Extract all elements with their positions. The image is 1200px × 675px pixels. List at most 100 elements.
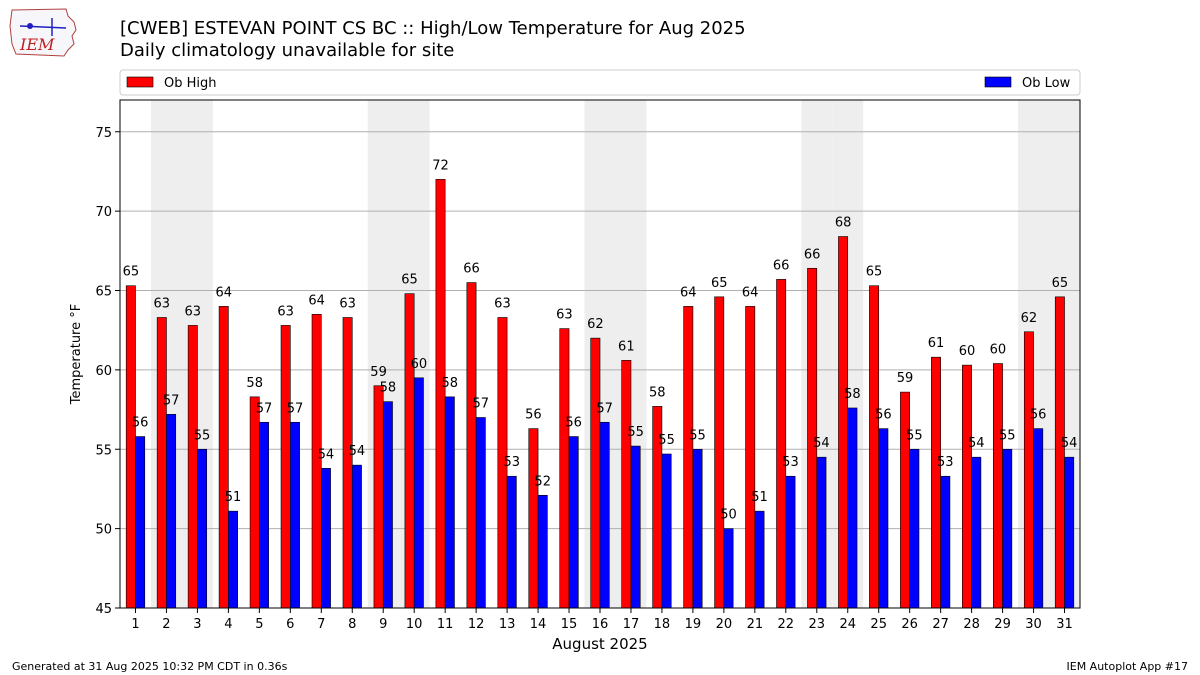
low-label-day-24: 58 <box>844 387 861 402</box>
high-bar-day-3 <box>187 325 198 609</box>
low-bar-day-24 <box>847 407 858 609</box>
y-axis-label: Temperature °F <box>69 304 84 405</box>
low-bar-day-10 <box>413 377 424 609</box>
high-bar-day-30 <box>1023 331 1034 609</box>
low-bar-day-26 <box>909 448 920 609</box>
high-label-day-20: 65 <box>711 276 728 291</box>
low-label-day-26: 55 <box>906 428 923 443</box>
high-label-day-1: 65 <box>123 265 140 280</box>
low-label-day-29: 55 <box>999 428 1016 443</box>
x-tick-label-9: 9 <box>379 617 387 632</box>
bars <box>125 179 1075 609</box>
high-label-day-18: 58 <box>649 385 666 400</box>
high-label-day-3: 63 <box>185 304 202 319</box>
low-label-day-23: 54 <box>813 436 830 451</box>
x-tick-label-20: 20 <box>716 617 733 632</box>
low-label-day-17: 55 <box>627 425 644 440</box>
high-label-day-23: 66 <box>804 247 821 262</box>
chart-title: [CWEB] ESTEVAN POINT CS BC :: High/Low T… <box>120 18 746 39</box>
high-bar-day-24 <box>838 236 849 609</box>
high-bar-day-19 <box>683 306 694 609</box>
low-label-day-5: 57 <box>256 401 273 416</box>
low-label-day-6: 57 <box>287 401 304 416</box>
low-label-day-10: 60 <box>411 357 428 372</box>
x-tick-label-3: 3 <box>193 617 201 632</box>
x-tick-label-5: 5 <box>255 617 263 632</box>
low-bar-day-9 <box>382 401 393 609</box>
low-bar-day-28 <box>971 456 982 609</box>
low-label-day-15: 56 <box>565 416 582 431</box>
bar-labels: 65 56 63 57 63 55 64 51 58 57 63 57 64 54 63 54 59 58 65 60… <box>123 158 1078 522</box>
x-tick-label-12: 12 <box>468 617 485 632</box>
low-label-day-25: 56 <box>875 408 892 423</box>
low-bar-day-12 <box>475 417 486 609</box>
high-bar-day-16 <box>590 337 601 609</box>
high-label-day-5: 58 <box>246 376 263 391</box>
high-bar-day-9 <box>373 385 384 609</box>
x-tick-label-23: 23 <box>809 617 826 632</box>
x-tick-label-27: 27 <box>932 617 949 632</box>
legend-label-high: Ob High <box>164 76 217 91</box>
high-bar-day-17 <box>621 360 632 609</box>
low-label-day-2: 57 <box>163 393 180 408</box>
low-bar-day-11 <box>444 396 455 609</box>
x-tick-label-7: 7 <box>317 617 325 632</box>
low-bar-day-21 <box>754 510 765 609</box>
high-bar-day-12 <box>466 282 477 609</box>
high-bar-day-28 <box>962 364 972 609</box>
low-label-day-18: 55 <box>658 433 675 448</box>
x-tick-label-30: 30 <box>1025 617 1042 632</box>
low-bar-day-29 <box>1002 448 1013 609</box>
high-label-day-22: 66 <box>773 258 790 273</box>
high-label-day-2: 63 <box>154 296 171 311</box>
x-tick-label-22: 22 <box>778 617 795 632</box>
y-tick-label-50: 50 <box>95 523 112 538</box>
x-axis-label: August 2025 <box>552 635 647 653</box>
low-bar-day-19 <box>692 448 703 609</box>
x-tick-label-28: 28 <box>963 617 980 632</box>
y-tick-label-55: 55 <box>95 443 112 458</box>
low-bar-day-22 <box>785 475 796 609</box>
high-bar-day-15 <box>559 328 570 609</box>
low-bar-day-25 <box>878 428 889 609</box>
high-bar-day-27 <box>931 356 941 609</box>
high-bar-day-22 <box>776 279 787 609</box>
y-tick-label-75: 75 <box>95 126 112 141</box>
low-bar-day-17 <box>630 445 641 609</box>
high-label-day-16: 62 <box>587 317 604 332</box>
legend-box <box>119 69 1081 96</box>
low-label-day-12: 57 <box>473 397 490 412</box>
x-tick-label-31: 31 <box>1056 617 1073 632</box>
x-tick-label-16: 16 <box>592 617 609 632</box>
high-label-day-30: 62 <box>1021 311 1038 326</box>
high-bar-day-2 <box>156 317 167 609</box>
high-bar-day-1 <box>125 285 136 609</box>
low-label-day-16: 57 <box>596 401 613 416</box>
high-label-day-13: 63 <box>494 296 511 311</box>
low-bar-day-27 <box>940 475 951 609</box>
low-label-day-21: 51 <box>751 490 768 505</box>
high-label-day-4: 64 <box>215 285 232 300</box>
low-bar-day-16 <box>599 421 610 609</box>
low-bar-day-30 <box>1033 428 1044 609</box>
low-label-day-7: 54 <box>318 447 335 462</box>
low-label-day-28: 54 <box>968 436 985 451</box>
low-bar-day-3 <box>197 448 208 609</box>
x-tick-label-14: 14 <box>530 617 547 632</box>
app-footer: IEM Autoplot App #17 <box>1066 660 1189 673</box>
low-label-day-11: 58 <box>442 376 459 391</box>
high-label-day-8: 63 <box>339 296 356 311</box>
x-tick-label-19: 19 <box>685 617 702 632</box>
low-label-day-19: 55 <box>689 428 706 443</box>
low-bar-day-4 <box>228 510 238 609</box>
low-label-day-9: 58 <box>380 381 397 396</box>
y-axis: 45 50 55 60 65 70 75 <box>95 126 120 617</box>
high-label-day-26: 59 <box>897 371 914 386</box>
high-label-day-19: 64 <box>680 285 697 300</box>
low-label-day-30: 56 <box>1030 408 1047 423</box>
x-tick-label-4: 4 <box>224 617 232 632</box>
x-tick-label-2: 2 <box>162 617 170 632</box>
logo-text: IEM <box>19 35 55 54</box>
high-label-day-10: 65 <box>401 273 418 288</box>
high-label-day-28: 60 <box>959 344 976 359</box>
